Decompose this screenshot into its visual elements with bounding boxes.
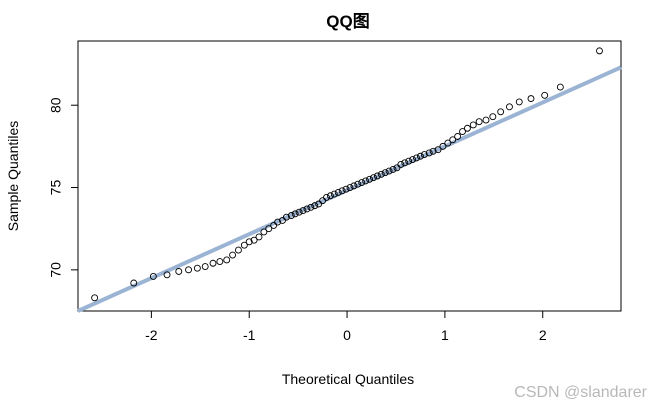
data-point bbox=[240, 241, 248, 249]
data-point bbox=[350, 182, 358, 190]
data-point bbox=[459, 128, 466, 135]
data-point bbox=[323, 193, 330, 201]
y-tick-label: 75 bbox=[48, 180, 64, 196]
data-point bbox=[282, 213, 290, 221]
data-point bbox=[201, 263, 209, 270]
data-point bbox=[250, 236, 258, 244]
data-point bbox=[299, 207, 307, 215]
x-tick-label: 1 bbox=[441, 327, 449, 343]
chart-title: QQ图 bbox=[326, 12, 369, 31]
data-point bbox=[454, 133, 462, 140]
data-point bbox=[527, 95, 535, 103]
data-point bbox=[420, 151, 428, 159]
data-point bbox=[397, 161, 405, 168]
data-point bbox=[556, 83, 564, 91]
data-point bbox=[209, 259, 217, 267]
data-point bbox=[469, 121, 477, 129]
data-point bbox=[497, 108, 505, 116]
data-point bbox=[265, 225, 273, 233]
data-point bbox=[596, 47, 603, 55]
x-tick-label: -2 bbox=[145, 327, 158, 343]
data-point bbox=[229, 251, 237, 259]
data-point bbox=[389, 165, 397, 173]
data-point bbox=[175, 268, 183, 275]
data-point bbox=[216, 258, 224, 266]
data-point bbox=[149, 272, 157, 280]
data-point bbox=[475, 118, 483, 126]
data-point bbox=[515, 98, 523, 106]
data-point bbox=[274, 218, 282, 226]
data-point bbox=[185, 266, 193, 274]
data-point bbox=[482, 116, 490, 124]
data-point bbox=[489, 113, 497, 121]
data-point bbox=[287, 212, 295, 219]
x-tick-label: 2 bbox=[539, 327, 547, 343]
y-axis-label: Sample Quantiles bbox=[5, 121, 21, 232]
data-point bbox=[307, 203, 315, 211]
data-point bbox=[434, 146, 442, 154]
data-point bbox=[354, 180, 362, 188]
data-point bbox=[311, 202, 319, 210]
y-tick-label: 70 bbox=[48, 262, 64, 278]
data-point bbox=[291, 210, 299, 218]
data-point bbox=[334, 189, 342, 196]
data-point bbox=[303, 205, 311, 213]
data-point bbox=[223, 256, 231, 264]
data-point bbox=[377, 170, 385, 178]
data-point bbox=[413, 154, 420, 162]
x-axis-label: Theoretical Quantiles bbox=[282, 371, 414, 387]
data-point bbox=[401, 159, 409, 167]
data-point bbox=[338, 187, 346, 195]
data-point bbox=[358, 179, 366, 187]
data-point bbox=[449, 136, 457, 144]
data-point bbox=[366, 175, 374, 183]
data-point bbox=[381, 169, 389, 177]
watermark: CSDN @slandarer bbox=[514, 384, 647, 401]
data-point bbox=[295, 208, 303, 216]
data-point bbox=[429, 147, 437, 155]
data-point bbox=[416, 152, 424, 160]
data-point bbox=[370, 174, 377, 182]
data-point bbox=[463, 124, 471, 132]
data-point bbox=[362, 177, 370, 185]
data-point bbox=[91, 294, 99, 302]
data-point bbox=[130, 279, 138, 287]
data-point bbox=[245, 238, 253, 246]
y-tick-label: 80 bbox=[48, 97, 64, 113]
data-point bbox=[255, 233, 263, 241]
data-point bbox=[342, 185, 350, 193]
x-tick-label: 0 bbox=[343, 327, 351, 343]
data-point bbox=[260, 228, 268, 236]
plot-frame bbox=[77, 40, 622, 312]
data-point bbox=[444, 139, 452, 147]
data-point bbox=[163, 271, 171, 279]
data-point bbox=[193, 264, 201, 272]
x-tick-label: -1 bbox=[243, 327, 256, 343]
data-point bbox=[405, 157, 413, 165]
data-point bbox=[326, 192, 334, 200]
data-point bbox=[409, 156, 417, 163]
data-point bbox=[373, 172, 381, 180]
data-point bbox=[385, 167, 393, 175]
data-point bbox=[439, 142, 447, 150]
data-point bbox=[235, 246, 242, 254]
data-point bbox=[330, 190, 338, 198]
data-point bbox=[425, 149, 433, 157]
data-point bbox=[346, 184, 354, 191]
data-point bbox=[541, 91, 549, 99]
data-point bbox=[506, 103, 513, 111]
